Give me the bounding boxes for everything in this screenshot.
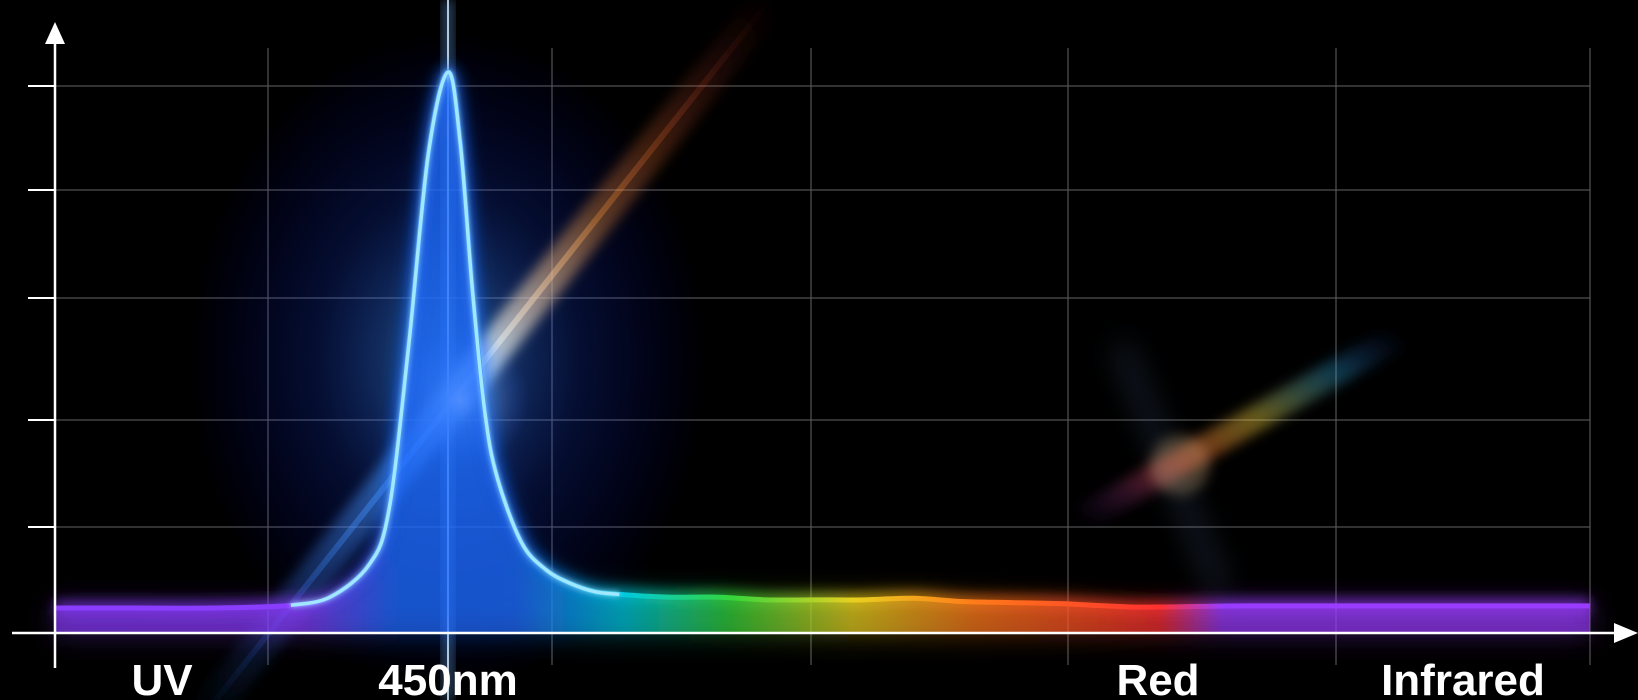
spectrum-point	[495, 475, 498, 478]
spectrum-point	[569, 582, 572, 585]
spectrum-point	[1336, 604, 1339, 607]
spectrum-point	[1010, 601, 1013, 604]
spectrum-point	[593, 590, 596, 593]
spectrum-point	[388, 508, 391, 511]
spectrum-area-glow	[55, 71, 1590, 634]
spectrum-point	[667, 596, 670, 599]
axes	[12, 22, 1638, 668]
spectrum-point	[211, 607, 214, 610]
spectrum-point	[447, 71, 450, 74]
x-tick-label: Infrared	[1381, 656, 1545, 700]
spectrum-point	[1244, 604, 1247, 607]
spectrum-point	[289, 604, 292, 607]
spectrum-point	[1589, 604, 1592, 607]
spectrum-peak-outline	[290, 70, 620, 608]
spectrum-point	[912, 597, 915, 600]
spectrum-point	[1129, 605, 1132, 608]
secondary-flare	[1150, 435, 1210, 495]
spectrum-point	[1164, 605, 1167, 608]
spectrum-point	[1059, 602, 1062, 605]
x-tick-labels: UV 450nm Red Infrared	[131, 656, 1544, 700]
spectrum-point	[483, 410, 486, 413]
spectrum-point	[427, 153, 430, 156]
spectrum-point	[132, 607, 135, 610]
spectrum-point	[329, 596, 332, 599]
y-axis-arrow	[45, 22, 65, 44]
spectrum-fill	[55, 71, 1590, 634]
spectrum-point	[1094, 604, 1097, 607]
spectrum-point	[368, 563, 371, 566]
x-tick-label: 450nm	[378, 656, 517, 700]
spectrum-point	[765, 598, 768, 601]
spectrum-point	[471, 289, 474, 292]
spectrum-point	[544, 568, 547, 571]
spectrum-point	[961, 600, 964, 603]
spectrum-point	[520, 541, 523, 544]
x-axis-arrow	[1614, 623, 1638, 643]
spectrum-line	[55, 64, 1592, 616]
spectrum-point	[407, 344, 410, 347]
x-tick-label: Red	[1116, 656, 1199, 700]
spectrum-point	[618, 593, 621, 596]
spectrum-point	[814, 598, 817, 601]
spectrum-point	[459, 142, 462, 145]
x-tick-label: UV	[131, 656, 193, 700]
spectrum-point	[1199, 605, 1202, 608]
secondary-streak	[1073, 323, 1407, 532]
spectrum-point	[1428, 604, 1431, 607]
spectrum-point	[863, 598, 866, 601]
spectrum-point	[716, 596, 719, 599]
spectrum-point	[1520, 604, 1523, 607]
